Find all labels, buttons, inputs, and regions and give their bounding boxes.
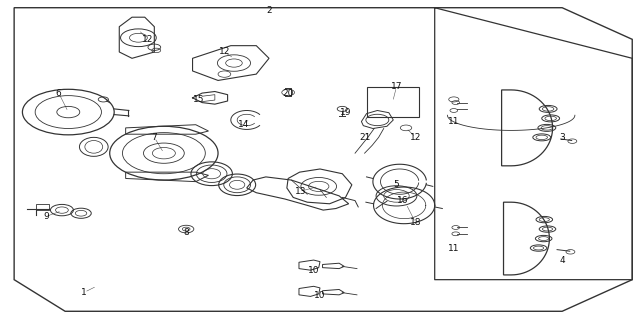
Text: 13: 13 — [295, 187, 307, 196]
Text: 12: 12 — [219, 48, 230, 56]
Text: 21: 21 — [359, 133, 371, 142]
Text: 19: 19 — [340, 108, 351, 116]
Text: 3: 3 — [559, 133, 565, 142]
Text: 6: 6 — [56, 89, 61, 98]
Text: 7: 7 — [152, 133, 157, 142]
Text: 5: 5 — [394, 180, 399, 189]
Text: 11: 11 — [448, 117, 460, 126]
Text: 11: 11 — [448, 243, 460, 253]
Text: 15: 15 — [193, 95, 205, 104]
Text: 16: 16 — [397, 196, 408, 205]
Text: 18: 18 — [410, 218, 421, 227]
Text: 2: 2 — [266, 6, 272, 15]
Text: 12: 12 — [410, 133, 421, 142]
Text: 17: 17 — [390, 82, 402, 91]
Text: 4: 4 — [559, 256, 565, 265]
Text: 10: 10 — [308, 266, 319, 275]
Text: 12: 12 — [142, 35, 154, 44]
Text: 8: 8 — [183, 228, 189, 237]
Text: 14: 14 — [238, 120, 249, 129]
Text: 1: 1 — [81, 288, 87, 297]
Text: 10: 10 — [314, 291, 326, 300]
Text: 20: 20 — [282, 89, 294, 98]
Text: 9: 9 — [43, 212, 49, 221]
